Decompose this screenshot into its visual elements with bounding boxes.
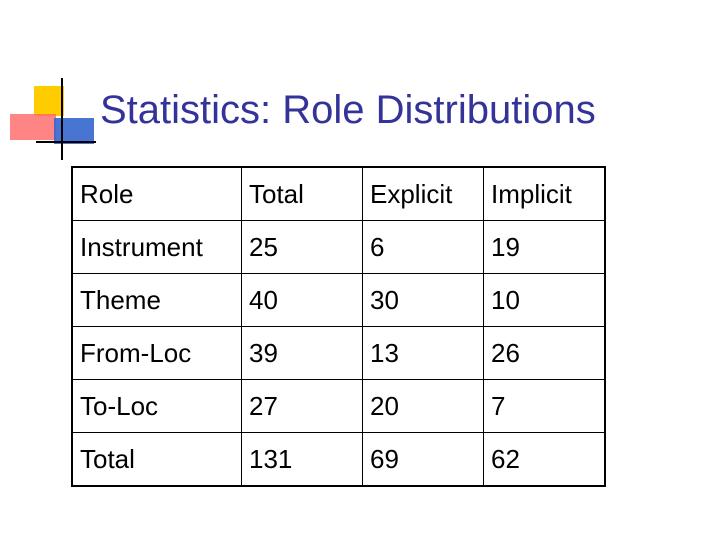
table-row: Total 131 69 62	[71, 432, 606, 487]
table-cell: Total	[71, 432, 242, 487]
table-cell: Total	[241, 166, 363, 221]
table-row: Instrument 25 6 19	[71, 220, 606, 274]
table-cell: 39	[241, 326, 363, 380]
table-row: From-Loc 39 13 26	[71, 326, 606, 380]
table-cell: 30	[362, 273, 484, 327]
table-cell: Implicit	[483, 166, 606, 221]
table-cell: 25	[241, 220, 363, 274]
table-cell: 27	[241, 379, 363, 433]
table-cell: From-Loc	[71, 326, 242, 380]
decoration	[10, 78, 96, 160]
table-cell: 19	[483, 220, 606, 274]
header-row: Role Total Explicit Implicit	[71, 166, 606, 221]
table-cell: 20	[362, 379, 484, 433]
table-cell: Explicit	[362, 166, 484, 221]
table-cell: Instrument	[71, 220, 242, 274]
table-cell: 6	[362, 220, 484, 274]
slide-title: Statistics: Role Distributions	[100, 88, 596, 132]
table-cell: To-Loc	[71, 379, 242, 433]
table-cell: Theme	[71, 273, 242, 327]
table-cell: 40	[241, 273, 363, 327]
table-cell: 13	[362, 326, 484, 380]
table-cell: Role	[71, 166, 242, 221]
data-table: Role Total Explicit Implicit Instrument 25 6 19…	[71, 166, 606, 487]
table-cell: 7	[483, 379, 606, 433]
table-cell: 62	[483, 432, 606, 487]
table-cell: 10	[483, 273, 606, 327]
table-cell: 69	[362, 432, 484, 487]
table-cell: 131	[241, 432, 363, 487]
table-row: Theme 40 30 10	[71, 273, 606, 327]
table-cell: 26	[483, 326, 606, 380]
table-row: To-Loc 27 20 7	[71, 379, 606, 433]
